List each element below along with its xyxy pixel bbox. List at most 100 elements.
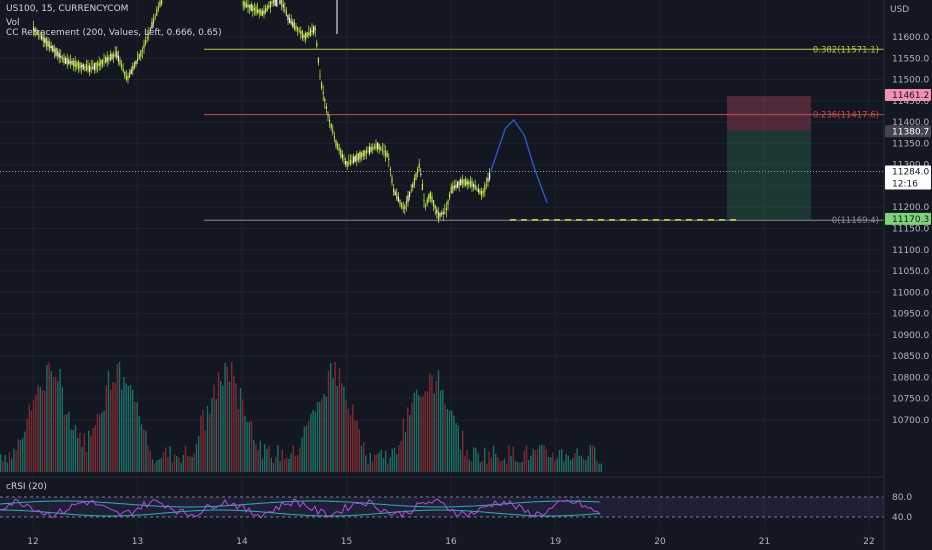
candle-body [457, 181, 459, 189]
candle-body [287, 14, 289, 21]
candle-body [159, 0, 161, 8]
price-tick-label: 11550.0 [892, 54, 929, 64]
volume-bar [213, 384, 215, 472]
volume-bar [371, 461, 374, 472]
volume-bar [228, 381, 231, 472]
candle-body [250, 4, 252, 12]
volume-bar [26, 418, 28, 472]
candle-body [45, 38, 47, 46]
volume-bar [488, 451, 490, 472]
volume-bar [547, 457, 550, 472]
volume-bar [116, 364, 118, 472]
candle-body [433, 199, 435, 207]
candle-body [378, 143, 380, 150]
symbol-legend[interactable]: US100, 15, CURRENCYCOM [6, 4, 129, 14]
volume-bar [424, 391, 426, 472]
candle-body [329, 120, 331, 122]
candle-body [465, 179, 467, 186]
candle-body [79, 62, 81, 69]
volume-bar [415, 389, 418, 472]
candle-body [317, 57, 319, 63]
candle-body [106, 56, 108, 62]
position-stop-zone[interactable] [727, 96, 811, 131]
volume-bar [490, 457, 492, 472]
candle-body [127, 75, 129, 80]
volume-bar [191, 456, 193, 472]
candle-body [461, 180, 463, 184]
volume-bar [136, 402, 138, 472]
candle-body [380, 147, 382, 150]
price-tick-label: 10800.0 [892, 373, 929, 383]
volume-bar [70, 429, 72, 472]
volume-bar [413, 392, 415, 472]
candle-body [95, 62, 97, 70]
candle-body [265, 8, 267, 13]
candle-body [346, 161, 348, 168]
candle-body [116, 51, 118, 58]
volume-bar [268, 445, 270, 472]
volume-bar [567, 455, 569, 472]
volume-bar [294, 455, 297, 472]
price-tick-label: 11200.0 [892, 203, 929, 213]
volume-bar [147, 445, 149, 472]
volume-bar [259, 440, 261, 472]
candle-body [482, 191, 484, 194]
volume-bar [585, 460, 587, 472]
volume-bar [255, 443, 257, 472]
candle-body [36, 32, 38, 34]
volume-bar [407, 407, 409, 472]
volume-bar [156, 460, 158, 472]
candle-body [452, 184, 454, 193]
candle-body [324, 99, 326, 102]
position-target-zone[interactable] [727, 130, 811, 220]
volume-legend[interactable]: Vol [6, 18, 20, 28]
crsi-legend[interactable]: cRSI (20) [6, 482, 47, 492]
candle-body [316, 42, 318, 47]
volume-bar [572, 458, 574, 472]
volume-bar [360, 445, 363, 472]
volume-bar [145, 430, 147, 472]
indicator-legend[interactable]: CC Retracement (200, Values, Left, 0.666… [6, 28, 222, 38]
candle-body [39, 35, 41, 37]
candle-body [68, 59, 70, 65]
volume-bar [50, 371, 52, 472]
volume-bar [598, 463, 600, 472]
target-price-tag-text: 11170.3 [892, 215, 929, 225]
volume-bar [178, 457, 180, 472]
candle-body [81, 64, 83, 68]
volume-bar [435, 380, 437, 472]
candle-body [426, 199, 428, 204]
volume-bar [429, 373, 431, 472]
candle-body [87, 65, 89, 71]
volume-bar [310, 413, 312, 472]
current-price-tag-text: 11284.0 [892, 167, 929, 177]
candle-body [332, 130, 334, 134]
volume-bar [184, 445, 187, 472]
candle-body [77, 61, 79, 69]
volume-bar [121, 389, 123, 472]
candle-body [381, 149, 383, 151]
candle-body [434, 205, 436, 210]
candle-body [309, 28, 311, 37]
candle-body [89, 65, 91, 72]
volume-bar [123, 377, 125, 472]
candle-body [468, 181, 470, 185]
volume-bar [270, 457, 272, 472]
candle-body [71, 60, 73, 65]
candle-body [357, 152, 359, 161]
time-axis[interactable]: 12 13 14 15 16 19 20 21 22 [27, 537, 874, 547]
candle-body [402, 206, 404, 210]
candle-body [359, 152, 361, 160]
candle-body [242, 1, 244, 6]
volume-bar [530, 455, 532, 472]
axis-currency: USD [890, 5, 909, 15]
volume-bar [101, 412, 103, 472]
candle-body [261, 10, 263, 17]
candle-body [101, 59, 103, 65]
volume-bar [525, 445, 528, 472]
short-position-tool[interactable] [727, 96, 811, 220]
candle-body [258, 9, 260, 14]
candle-body [421, 183, 423, 191]
candle-body [383, 151, 385, 153]
